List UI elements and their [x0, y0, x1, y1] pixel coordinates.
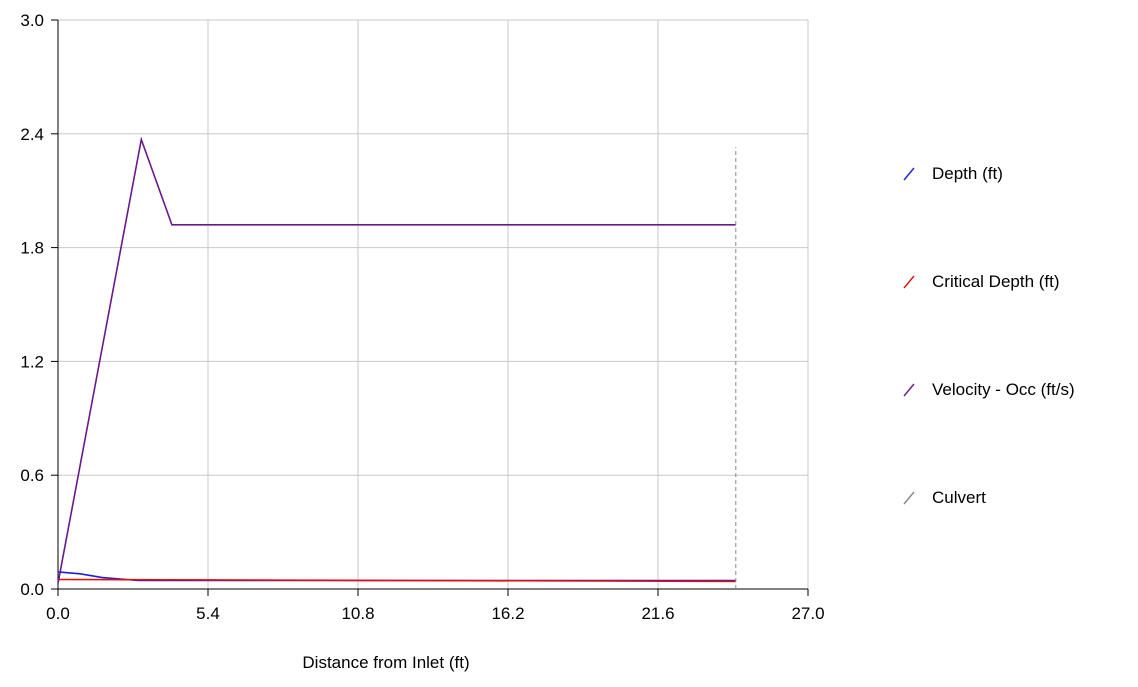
legend: Depth (ft) Critical Depth (ft) Velocity - … — [903, 164, 1075, 507]
legend-swatch — [903, 167, 915, 181]
legend-item: Critical Depth (ft) — [903, 272, 1060, 291]
grid-lines — [58, 19, 809, 589]
legend-label: Depth (ft) — [932, 164, 1003, 183]
legend-label: Critical Depth (ft) — [932, 272, 1060, 291]
legend-label: Culvert — [932, 488, 986, 507]
series-line-1 — [57, 578, 736, 583]
x-tick-label: 5.4 — [196, 604, 220, 623]
tick-labels: 0.0 0.6 1.2 1.8 2.4 3.0 0.0 5.4 10.8 16.2 21.6 27.0 — [20, 11, 824, 623]
y-tick-label: 1.2 — [20, 352, 44, 371]
legend-swatch — [903, 275, 915, 289]
plot-area — [58, 20, 808, 589]
x-tick-label: 21.6 — [641, 604, 674, 623]
axes — [51, 19, 809, 596]
legend-item: Velocity - Occ (ft/s) — [903, 380, 1075, 399]
x-tick-label: 16.2 — [491, 604, 524, 623]
series-lines — [57, 136, 737, 589]
legend-item: Culvert — [903, 488, 986, 507]
legend-label: Velocity - Occ (ft/s) — [932, 380, 1075, 399]
x-tick-label: 27.0 — [791, 604, 824, 623]
x-tick-label: 10.8 — [341, 604, 374, 623]
legend-swatch — [903, 383, 915, 397]
y-tick-label: 0.6 — [20, 466, 44, 485]
x-tick-label: 0.0 — [46, 604, 70, 623]
legend-swatch — [903, 491, 915, 505]
y-tick-label: 0.0 — [20, 580, 44, 599]
y-tick-label: 1.8 — [20, 239, 44, 258]
legend-item: Depth (ft) — [903, 164, 1003, 183]
y-tick-label: 3.0 — [20, 11, 44, 30]
y-tick-label: 2.4 — [20, 125, 44, 144]
series-line-2 — [57, 136, 736, 584]
x-axis-title: Distance from Inlet (ft) — [302, 653, 469, 672]
